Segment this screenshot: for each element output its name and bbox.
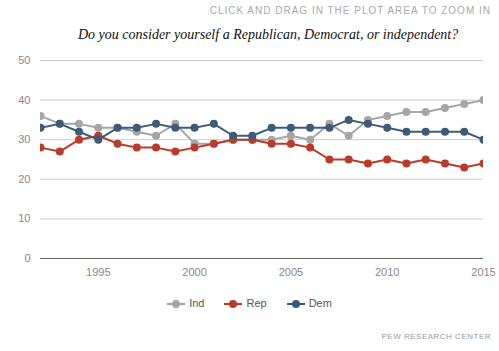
svg-text:0: 0	[24, 252, 30, 264]
svg-text:30: 30	[18, 133, 30, 145]
svg-text:40: 40	[18, 94, 30, 106]
svg-text:2015: 2015	[471, 266, 495, 278]
html-text:Rep: Rep	[246, 297, 267, 309]
svg-text:50: 50	[18, 54, 30, 66]
html-text:Dem: Dem	[308, 297, 332, 309]
svg-text:2000: 2000	[182, 266, 206, 278]
svg-text:10: 10	[18, 212, 30, 224]
html-text:Ind: Ind	[189, 297, 205, 309]
html-text:CLICK AND DRAG IN THE PLOT ARE: CLICK AND DRAG IN THE PLOT AREA TO ZOOM …	[209, 5, 491, 16]
html-text:Do you consider yourself a Rep: Do you consider yourself a Republican, D…	[78, 27, 459, 42]
svg-text:2005: 2005	[279, 266, 303, 278]
svg-text:1995: 1995	[86, 266, 110, 278]
svg-text:2010: 2010	[375, 266, 399, 278]
html-text:PEW RESEARCH CENTER: PEW RESEARCH CENTER	[381, 332, 491, 341]
svg-text:20: 20	[18, 173, 30, 185]
